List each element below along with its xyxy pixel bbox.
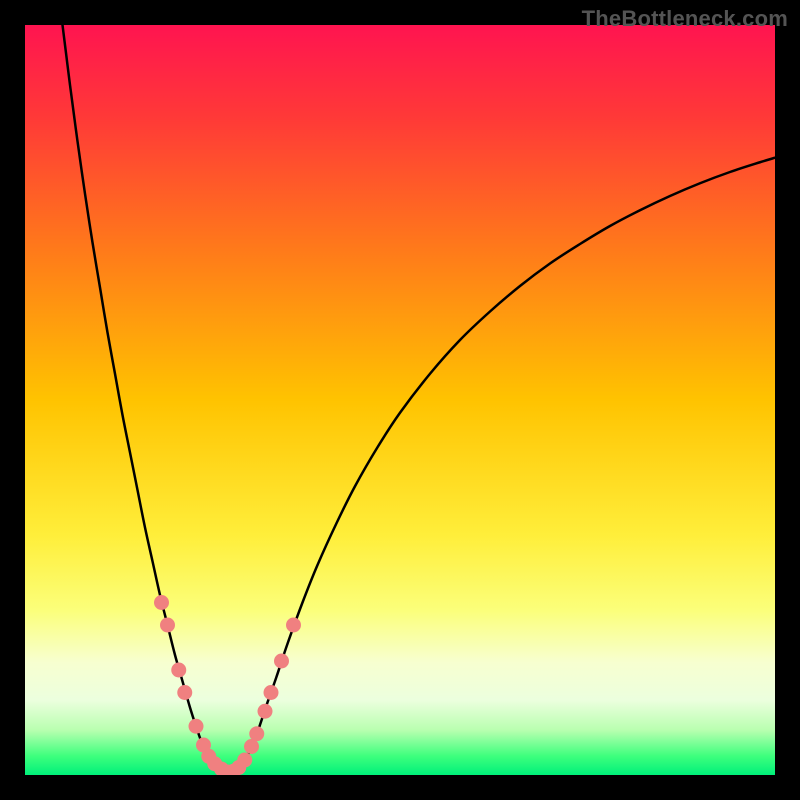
bottleneck-chart: TheBottleneck.com [0, 0, 800, 800]
marker-right-markers [245, 740, 259, 754]
chart-svg [0, 0, 800, 800]
marker-right-markers [258, 704, 272, 718]
marker-right-markers [264, 686, 278, 700]
marker-right-markers [250, 727, 264, 741]
marker-left-markers [189, 719, 203, 733]
marker-left-markers [178, 686, 192, 700]
marker-right-markers [238, 753, 252, 767]
marker-right-markers [275, 654, 289, 668]
marker-left-markers [161, 618, 175, 632]
marker-right-markers [287, 618, 301, 632]
chart-gradient-background [25, 25, 775, 775]
marker-left-markers [172, 663, 186, 677]
marker-left-markers [155, 596, 169, 610]
